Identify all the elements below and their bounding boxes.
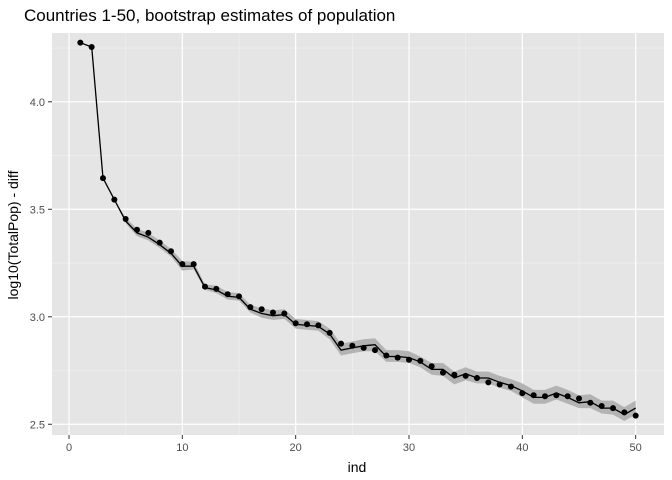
data-point — [610, 405, 616, 412]
data-point — [190, 261, 197, 268]
data-point — [281, 310, 288, 317]
x-tick-label: 30 — [403, 442, 415, 454]
x-tick-label: 10 — [176, 442, 188, 454]
chart-title: Countries 1-50, bootstrap estimates of p… — [24, 6, 395, 25]
y-tick-label: 3.0 — [30, 312, 45, 324]
data-point — [440, 369, 446, 376]
data-point — [485, 379, 492, 386]
data-point — [134, 226, 140, 233]
data-point — [598, 402, 605, 409]
grid-minor — [52, 33, 664, 435]
data-point — [372, 347, 378, 354]
data-point — [406, 356, 412, 363]
data-point — [496, 381, 503, 388]
data-point — [621, 409, 628, 416]
y-tick-label: 4.0 — [30, 97, 45, 109]
x-axis-ticks: 0 10 20 30 40 50 — [66, 435, 642, 454]
data-point — [564, 393, 571, 400]
data-point — [156, 239, 163, 246]
data-point — [349, 342, 356, 349]
data-point — [258, 306, 265, 313]
y-axis-title: log10(TotalPop) - diff — [5, 170, 21, 299]
data-point — [553, 392, 560, 399]
data-point — [270, 309, 276, 316]
x-tick-label: 40 — [516, 442, 528, 454]
data-point — [122, 215, 129, 222]
data-point — [213, 285, 220, 292]
data-point — [224, 291, 231, 298]
data-point — [632, 412, 639, 419]
data-point — [451, 371, 458, 378]
x-tick-label: 0 — [66, 442, 72, 454]
data-point — [77, 39, 84, 46]
plot-panel — [52, 33, 664, 435]
data-point — [202, 283, 208, 290]
data-point — [383, 352, 390, 359]
x-tick-label: 50 — [630, 442, 642, 454]
y-tick-label: 2.5 — [30, 419, 45, 431]
data-point — [179, 261, 186, 268]
grid-major — [52, 33, 664, 435]
data-point — [428, 363, 435, 370]
data-point — [292, 320, 299, 327]
x-axis-title: ind — [348, 459, 367, 475]
data-point — [88, 43, 95, 50]
data-point — [111, 196, 118, 203]
data-point — [519, 390, 526, 397]
data-point — [587, 399, 594, 406]
data-point — [542, 393, 548, 400]
data-point — [417, 357, 424, 364]
data-point — [508, 383, 514, 390]
data-point — [462, 372, 469, 379]
confidence-ribbon — [80, 42, 636, 421]
estimate-points — [77, 39, 639, 419]
data-point — [474, 375, 480, 382]
data-point — [394, 354, 401, 361]
data-point — [338, 340, 344, 347]
data-point — [315, 322, 322, 329]
data-point — [100, 175, 106, 182]
data-point — [304, 321, 310, 328]
y-axis-ticks: 2.5 3.0 3.5 4.0 — [30, 97, 52, 431]
data-point — [576, 395, 582, 402]
y-tick-label: 3.5 — [30, 204, 45, 216]
data-point — [326, 329, 333, 336]
data-point — [360, 344, 367, 351]
data-point — [145, 229, 152, 236]
data-point — [168, 248, 174, 255]
data-point — [236, 293, 242, 300]
data-point — [530, 392, 537, 399]
data-point — [247, 304, 254, 311]
x-tick-label: 20 — [290, 442, 302, 454]
